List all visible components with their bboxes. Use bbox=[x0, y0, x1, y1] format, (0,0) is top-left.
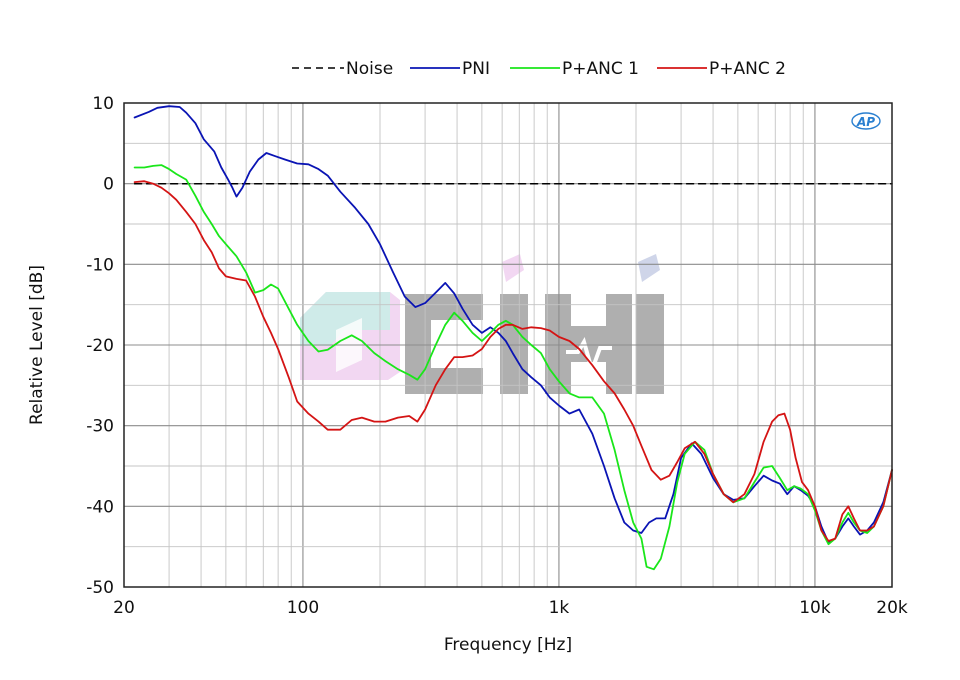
x-axis-ticks: 20 100 1k 10k 20k bbox=[113, 598, 908, 618]
series-line-p-anc-2 bbox=[133, 180, 893, 542]
y-tick-label: 0 bbox=[103, 175, 114, 195]
y-tick-label: -30 bbox=[86, 417, 114, 437]
y-tick-label: -40 bbox=[86, 497, 114, 517]
y-tick-label: 10 bbox=[92, 94, 114, 114]
x-tick-label: 20k bbox=[876, 598, 908, 618]
x-tick-label: 100 bbox=[287, 598, 319, 618]
plot-area-border bbox=[123, 102, 893, 588]
chart-legend: Noise PNI P+ANC 1 P+ANC 2 bbox=[292, 59, 786, 79]
legend-label: P+ANC 1 bbox=[562, 59, 639, 79]
x-tick-label: 10k bbox=[799, 598, 831, 618]
legend-label: Noise bbox=[346, 59, 393, 79]
series-layer bbox=[133, 105, 893, 571]
ap-logo: AP bbox=[851, 112, 881, 130]
y-axis-title: Relative Level [dB] bbox=[27, 265, 47, 425]
y-axis-ticks: 10 0 -10 -20 -30 -40 -50 bbox=[86, 94, 114, 598]
x-tick-label: 1k bbox=[549, 598, 570, 618]
x-tick-label: 20 bbox=[113, 598, 135, 618]
y-tick-label: -50 bbox=[86, 578, 114, 598]
series-line-p-anc-1 bbox=[133, 164, 893, 571]
ap-logo-text: AP bbox=[856, 115, 875, 129]
y-tick-label: -20 bbox=[86, 336, 114, 356]
legend-label: PNI bbox=[462, 59, 490, 79]
x-axis-title: Frequency [Hz] bbox=[444, 635, 572, 655]
legend-label: P+ANC 2 bbox=[709, 59, 786, 79]
y-tick-label: -10 bbox=[86, 255, 114, 275]
